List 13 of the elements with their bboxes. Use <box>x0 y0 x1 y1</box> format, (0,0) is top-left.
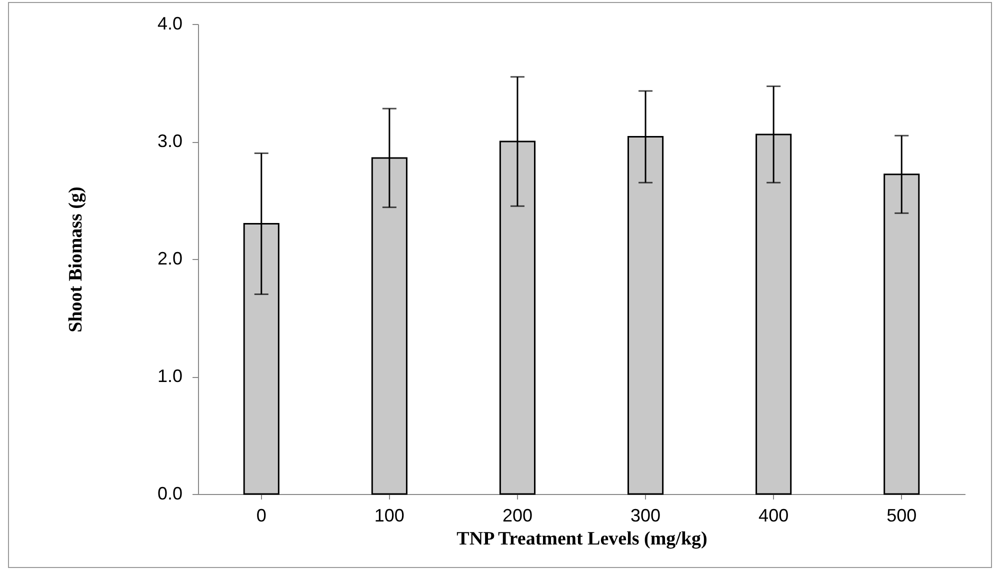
x-tick-label: 0 <box>256 506 266 526</box>
y-tick-label: 0.0 <box>157 484 182 504</box>
x-tick-label: 500 <box>886 506 917 526</box>
y-tick-label: 4.0 <box>157 14 182 34</box>
x-tick-label: 100 <box>374 506 404 526</box>
x-tick-label: 400 <box>758 506 789 526</box>
x-tick-label: 200 <box>502 506 532 526</box>
y-tick-label: 2.0 <box>157 248 182 268</box>
x-tick-label: 300 <box>630 506 661 526</box>
y-tick-label: 3.0 <box>157 131 182 151</box>
x-axis-title: TNP Treatment Levels (mg/kg) <box>456 528 708 550</box>
y-axis-title: Shoot Biomass (g) <box>65 186 86 332</box>
y-tick-label: 1.0 <box>157 366 182 386</box>
